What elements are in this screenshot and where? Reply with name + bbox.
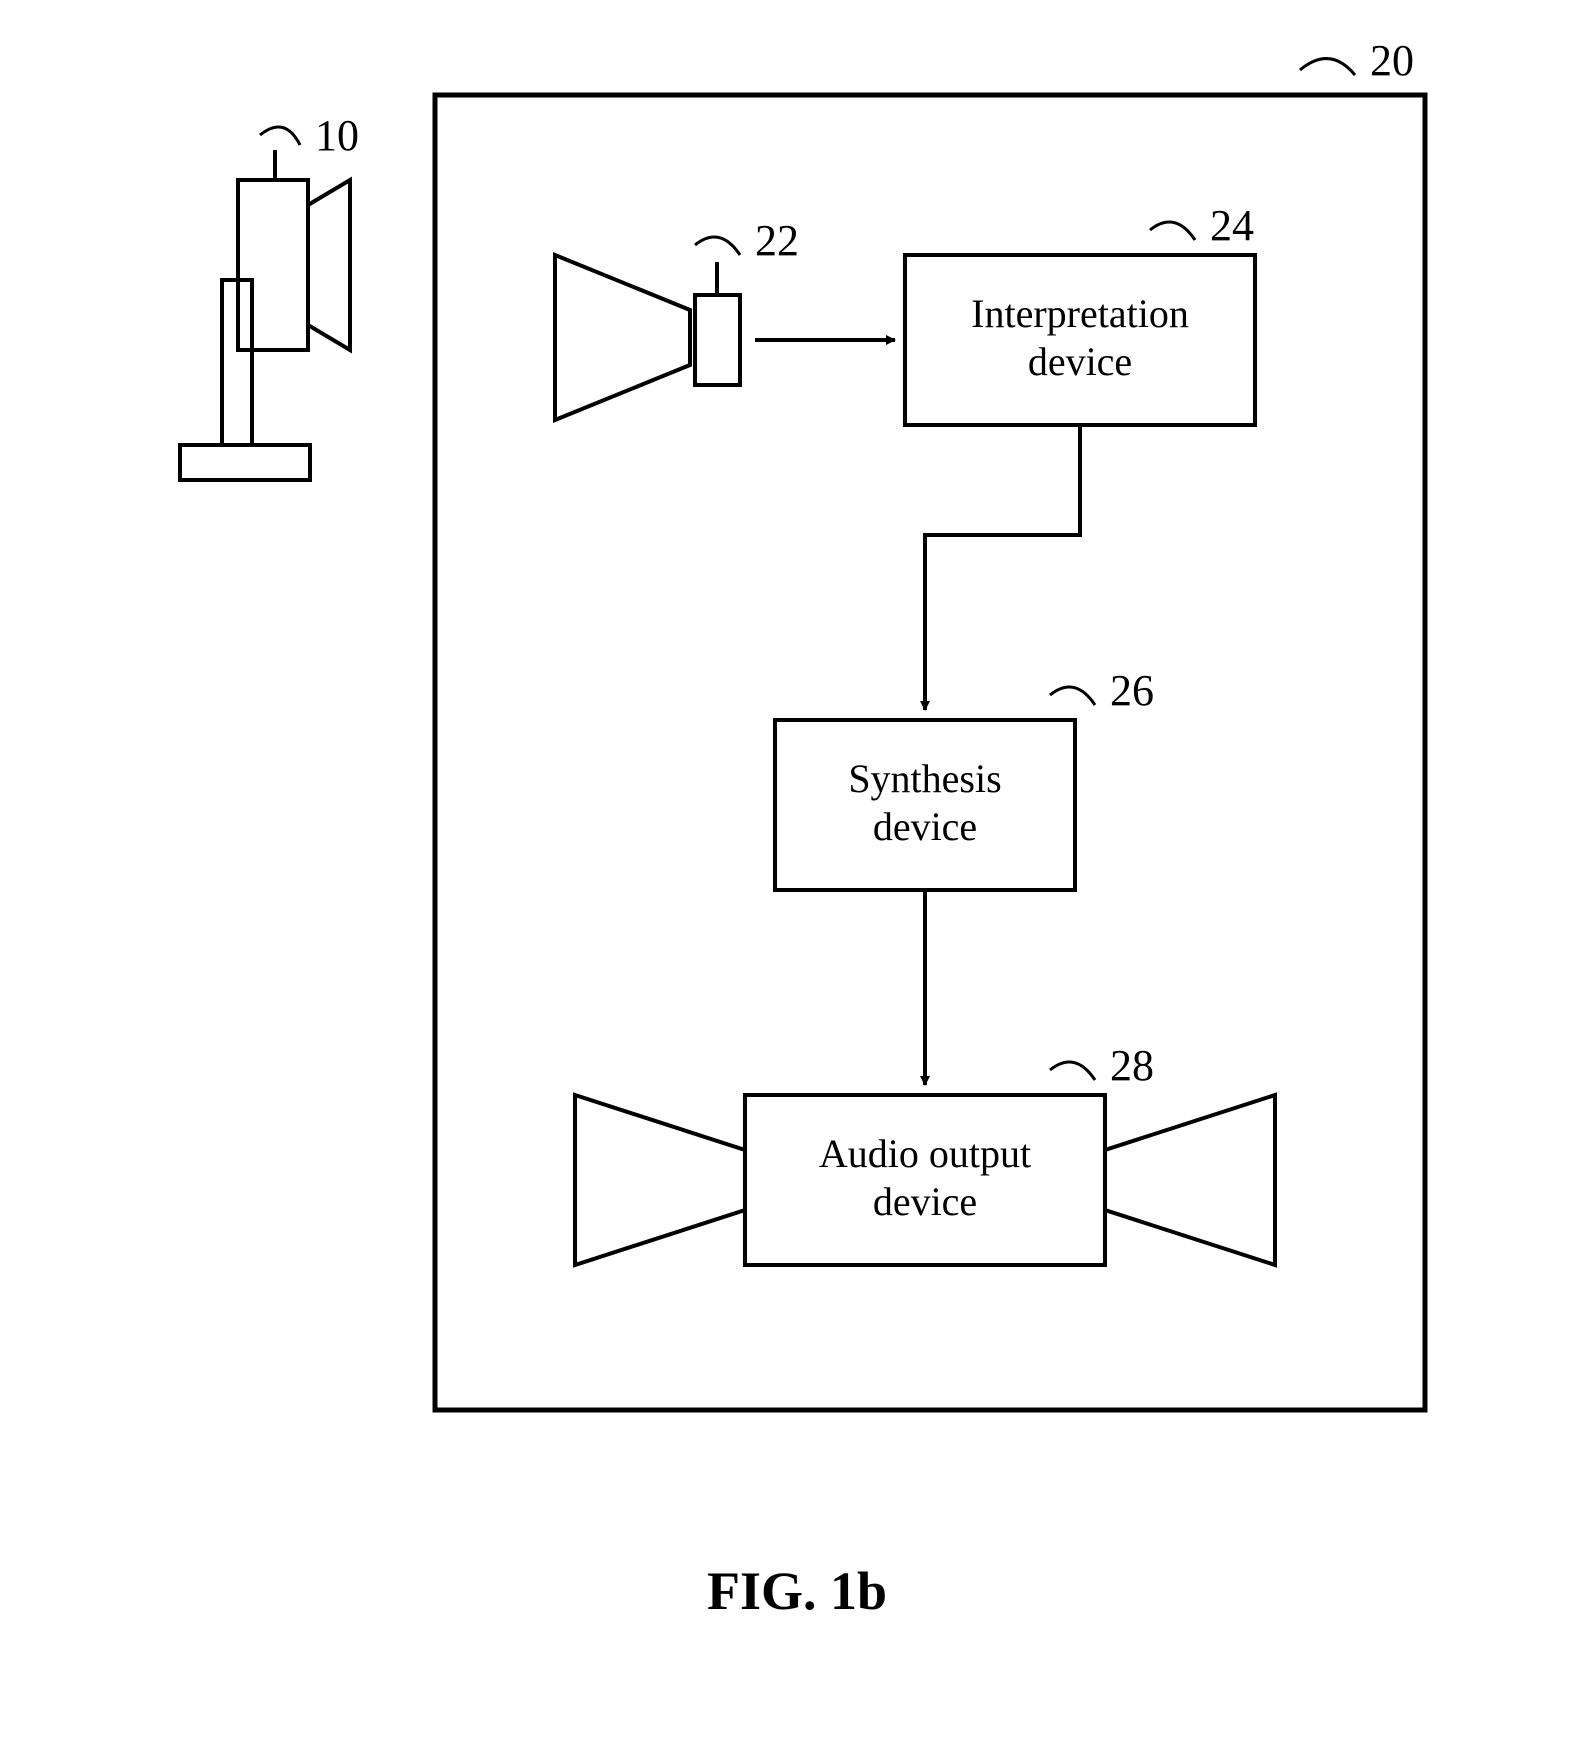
audio-output-label-line1: Audio output [819,1131,1031,1176]
synthesis-label: Synthesis device [775,755,1075,851]
leader-24 [1150,222,1195,240]
ref-22: 22 [755,215,799,266]
leader-20 [1300,59,1355,75]
audio-output-label: Audio output device [745,1130,1105,1226]
synthesis-label-line1: Synthesis [848,756,1001,801]
arrow-interp-to-synth [925,425,1080,710]
audio-left-cone [575,1095,745,1265]
figure-caption: FIG. 1b [0,1560,1594,1622]
speaker-monitor-icon [180,150,350,480]
audio-right-cone [1105,1095,1275,1265]
interpretation-label: Interpretation device [905,290,1255,386]
interpretation-label-line2: device [1028,339,1132,384]
microphone-icon [555,255,740,420]
audio-output-label-line2: device [873,1179,977,1224]
ref-10: 10 [315,110,359,161]
leader-10 [260,127,300,145]
ref-28: 28 [1110,1040,1154,1091]
ref-26: 26 [1110,665,1154,716]
interpretation-label-line1: Interpretation [971,291,1189,336]
leader-28 [1050,1062,1095,1080]
leader-26 [1050,687,1095,705]
synthesis-label-line2: device [873,804,977,849]
ref-24: 24 [1210,200,1254,251]
leader-22 [695,237,740,255]
ref-20: 20 [1370,35,1414,86]
